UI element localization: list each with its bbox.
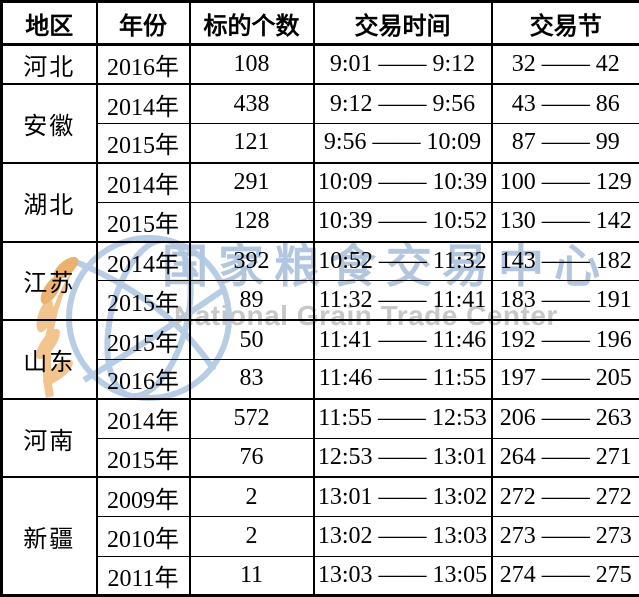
count-cell: 2 (188, 516, 314, 557)
count-cell: 438 (188, 83, 314, 124)
session-cell: 143 —— 182 (490, 240, 639, 281)
table-row: 2015年 89 11:32 —— 11:41 183 —— 191 (2, 280, 639, 321)
count-cell: 89 (188, 280, 314, 321)
session-cell: 264 —— 271 (490, 437, 639, 478)
header-row: 地区 年份 标的个数 交易时间 交易节 (0, 1, 639, 47)
table-row: 2015年 76 12:53 —— 13:01 264 —— 271 (2, 437, 639, 478)
header-region: 地区 (0, 1, 97, 47)
time-cell: 13:03 —— 13:05 (312, 555, 492, 596)
year-cell: 2016年 (95, 358, 190, 399)
region-cell: 新疆 (0, 476, 97, 596)
year-cell: 2014年 (95, 240, 190, 281)
count-cell: 128 (188, 201, 314, 242)
session-cell: 197 —— 205 (490, 358, 639, 399)
region-cell: 江苏 (0, 240, 97, 321)
session-cell: 87 —— 99 (490, 123, 639, 163)
session-cell: 43 —— 86 (490, 83, 639, 124)
count-cell: 50 (188, 319, 314, 360)
session-cell: 130 —— 142 (490, 201, 639, 242)
time-cell: 11:32 —— 11:41 (312, 280, 492, 321)
year-cell: 2014年 (95, 397, 190, 439)
count-cell: 2 (188, 476, 314, 517)
time-cell: 10:52 —— 11:32 (312, 240, 492, 281)
count-cell: 108 (188, 43, 314, 85)
time-cell: 9:01 —— 9:12 (312, 43, 492, 85)
table-row: 2016年 83 11:46 —— 11:55 197 —— 205 (2, 358, 639, 399)
table-row: 山东 2015年 50 11:41 —— 11:46 192 —— 196 (0, 319, 639, 399)
count-cell: 83 (188, 358, 314, 399)
year-cell: 2010年 (95, 516, 190, 557)
table-row: 河南 2014年 572 11:55 —— 12:53 206 —— 263 (0, 397, 639, 478)
time-cell: 12:53 —— 13:01 (312, 437, 492, 478)
time-cell: 10:39 —— 10:52 (312, 201, 492, 242)
table-row: 江苏 2014年 392 10:52 —— 11:32 143 —— 182 (0, 240, 639, 321)
table-row: 2015年 121 9:56 —— 10:09 87 —— 99 (2, 123, 639, 163)
time-cell: 13:02 —— 13:03 (312, 516, 492, 557)
table-row: 2010年 2 13:02 —— 13:03 273 —— 273 (2, 516, 639, 557)
header-session: 交易节 (490, 1, 639, 47)
year-cell: 2016年 (95, 43, 190, 85)
region-cell: 河南 (0, 397, 97, 478)
year-cell: 2015年 (95, 319, 190, 360)
count-cell: 121 (188, 123, 314, 163)
session-cell: 183 —— 191 (490, 280, 639, 321)
session-cell: 272 —— 272 (490, 476, 639, 517)
session-cell: 100 —— 129 (490, 161, 639, 203)
table-row: 2015年 128 10:39 —— 10:52 130 —— 142 (2, 201, 639, 242)
time-cell: 9:56 —— 10:09 (312, 123, 492, 163)
year-cell: 2011年 (95, 555, 190, 596)
region-cell: 湖北 (0, 161, 97, 242)
session-cell: 32 —— 42 (490, 43, 639, 85)
header-time: 交易时间 (312, 1, 492, 47)
year-cell: 2015年 (95, 280, 190, 321)
year-cell: 2014年 (95, 83, 190, 124)
session-cell: 273 —— 273 (490, 516, 639, 557)
count-cell: 392 (188, 240, 314, 281)
year-cell: 2014年 (95, 161, 190, 203)
table-row: 河北 2016年 108 9:01 —— 9:12 32 —— 42 (0, 43, 639, 85)
time-cell: 9:12 —— 9:56 (312, 83, 492, 124)
region-cell: 安徽 (0, 83, 97, 163)
region-cell: 山东 (0, 319, 97, 399)
time-cell: 11:41 —— 11:46 (312, 319, 492, 360)
table-row: 2011年 11 13:03 —— 13:05 274 —— 275 (2, 555, 639, 596)
session-cell: 192 —— 196 (490, 319, 639, 360)
time-cell: 13:01 —— 13:02 (312, 476, 492, 517)
table-row: 新疆 2009年 2 13:01 —— 13:02 272 —— 272 (0, 476, 639, 596)
header-count: 标的个数 (188, 1, 314, 47)
time-cell: 11:55 —— 12:53 (312, 397, 492, 439)
year-cell: 2009年 (95, 476, 190, 517)
year-cell: 2015年 (95, 201, 190, 242)
count-cell: 76 (188, 437, 314, 478)
count-cell: 572 (188, 397, 314, 439)
time-cell: 10:09 —— 10:39 (312, 161, 492, 203)
session-cell: 274 —— 275 (490, 555, 639, 596)
count-cell: 11 (188, 555, 314, 596)
year-cell: 2015年 (95, 123, 190, 163)
table-row: 安徽 2014年 438 9:12 —— 9:56 43 —— 86 (0, 83, 639, 163)
session-cell: 206 —— 263 (490, 397, 639, 439)
header-year: 年份 (95, 1, 190, 47)
count-cell: 291 (188, 161, 314, 203)
year-cell: 2015年 (95, 437, 190, 478)
table-row: 湖北 2014年 291 10:09 —— 10:39 100 —— 129 (0, 161, 639, 242)
region-cell: 河北 (0, 43, 97, 85)
time-cell: 11:46 —— 11:55 (312, 358, 492, 399)
